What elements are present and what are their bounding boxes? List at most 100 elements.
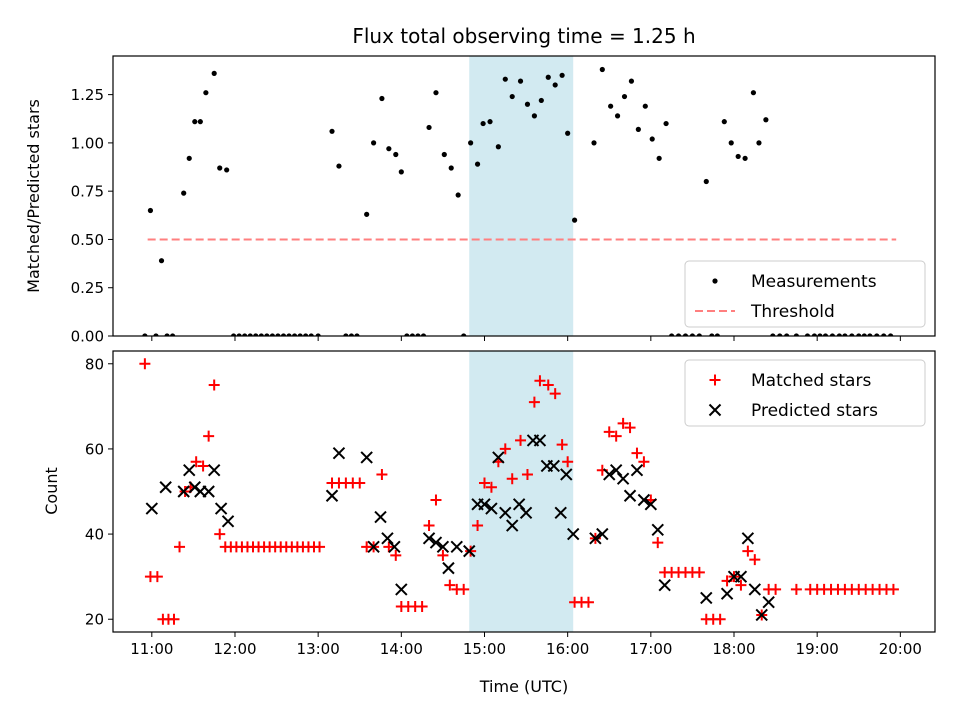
top-point-0-103 [842,333,848,336]
top-point-0-105 [856,333,862,336]
top-point-0-45 [426,124,432,131]
bottom-data-layer [139,358,899,625]
top-point-0-42 [409,333,416,336]
top-point-0-41 [404,333,410,336]
top-legend-label-1: Threshold [750,302,835,322]
top-point-0-106 [861,333,867,336]
bottom-x-tick-label-2: 13:00 [297,640,340,658]
bottom-point-1-15 [381,532,394,545]
top-point-0-104 [849,333,855,336]
top-point-0-100 [822,333,829,336]
bottom-point-1-42 [609,464,623,477]
bottom-point-1-27 [492,451,505,464]
bottom-point-0-58 [506,473,518,485]
top-point-0-35 [364,211,370,217]
top-point-0-92 [763,117,769,123]
top-point-0-76 [656,155,662,161]
top-point-0-20 [264,333,270,336]
top-point-0-33 [348,333,355,336]
bottom-x-tick-label-7: 18:00 [712,640,755,658]
bottom-point-1-38 [567,527,580,541]
top-point-0-18 [253,333,259,336]
top-point-0-58 [517,78,524,84]
bottom-legend-box [684,359,926,427]
bottom-x-tick-label-9: 20:00 [879,640,922,658]
bottom-legend-label-1: Predicted stars [751,401,878,421]
top-point-0-3 [158,258,165,264]
top-point-0-23 [280,333,287,336]
bottom-point-0-45 [416,600,428,612]
bottom-point-1-20 [436,540,450,554]
top-chart-plot-area: 0.00 0.25 0.50 0.75 1.00 1.25 Measurements Thre… [71,55,936,346]
top-point-0-29 [315,333,321,336]
top-point-0-95 [784,333,790,336]
bottom-point-0-91 [735,579,747,591]
bottom-x-tick-label-3: 14:00 [380,640,423,658]
bottom-point-0-69 [582,596,594,608]
bottom-point-1-53 [734,570,748,583]
bottom-point-1-23 [463,544,476,558]
top-point-0-39 [393,151,399,158]
bottom-point-1-55 [748,583,762,596]
bottom-point-0-74 [617,417,629,429]
bottom-point-1-45 [630,464,644,477]
top-point-0-54 [487,119,493,125]
bottom-point-1-43 [616,472,630,485]
bottom-point-0-60 [521,468,533,480]
top-point-0-88 [735,153,741,160]
top-series-measurements [142,66,894,336]
top-point-0-0 [142,333,148,336]
top-point-0-71 [621,93,628,100]
bottom-point-0-2 [151,571,163,583]
top-point-0-25 [291,333,298,336]
top-point-0-2 [153,333,159,336]
bottom-point-1-29 [506,519,519,532]
bottom-point-0-63 [542,379,554,391]
top-point-0-9 [197,119,203,125]
bottom-point-0-92 [742,545,754,557]
bottom-point-0-46 [423,520,435,532]
top-point-0-77 [663,120,669,127]
bottom-series-predicted-stars [145,434,775,622]
top-point-0-11 [211,70,217,76]
bottom-point-0-12 [208,379,220,391]
top-legend: Measurements Threshold [684,260,926,328]
bottom-point-1-30 [512,498,526,511]
bottom-point-1-49 [658,578,671,592]
top-point-0-97 [804,333,811,336]
top-point-0-19 [258,333,264,336]
bottom-x-tick-label-1: 12:00 [213,640,256,658]
bottom-point-1-14 [374,510,387,524]
top-point-0-27 [303,333,309,336]
bottom-x-tick-label-5: 16:00 [546,640,589,658]
top-point-0-37 [379,95,385,102]
bottom-point-0-57 [499,443,511,455]
top-point-0-21 [269,333,276,336]
bottom-y-tick-label-2: 60 [85,440,104,458]
top-point-0-90 [750,90,757,96]
bottom-point-0-51 [458,583,470,595]
bottom-point-1-47 [644,498,658,511]
bottom-x-tick-label-8: 19:00 [796,640,839,658]
top-point-0-14 [230,333,237,336]
top-point-0-10 [203,90,209,96]
bottom-point-0-110 [887,583,899,595]
top-point-0-47 [441,151,447,158]
top-y-tick-label-4: 1.00 [71,134,104,152]
bottom-point-1-50 [700,591,713,605]
top-point-0-86 [721,119,727,125]
top-point-0-98 [811,333,818,336]
bottom-point-0-96 [770,583,782,595]
top-point-0-22 [275,333,281,336]
bottom-point-1-31 [519,506,533,519]
bottom-point-1-37 [560,468,573,481]
bottom-x-axis-label: Time (UTC) [479,677,568,696]
top-point-0-69 [608,103,614,109]
bottom-point-1-21 [442,561,455,575]
top-y-axis-label: Matched/Predicted stars [24,99,43,293]
top-axes-frame [112,55,936,337]
top-point-0-4 [164,333,170,336]
top-point-0-55 [495,144,501,150]
top-point-0-6 [181,190,187,196]
bottom-point-0-49 [444,579,456,591]
